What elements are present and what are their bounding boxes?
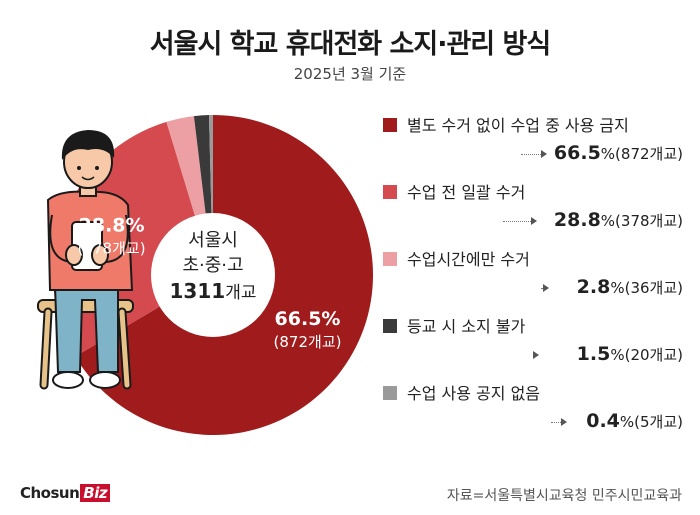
student-illustration (37, 130, 134, 390)
legend-leader-line (551, 422, 561, 423)
pie-label-value-1: 66.5% (275, 308, 341, 330)
legend-count: %(872개교) (600, 145, 683, 163)
legend-arrow-icon (561, 418, 567, 426)
legend-item-4: 등교 시 소지 불가 1.5%(20개교) (383, 313, 683, 373)
legend-label: 별도 수거 없이 수업 중 사용 금지 (407, 116, 629, 135)
legend-arrow-icon (541, 150, 547, 158)
legend-leader-line (503, 221, 531, 222)
legend-leader-line (541, 288, 543, 289)
legend-swatch (383, 185, 397, 199)
legend-value: 66.5%(872개교) (554, 142, 683, 164)
legend-value: 2.8%(36개교) (577, 276, 683, 298)
legend-swatch (383, 252, 397, 266)
chart-title: 서울시 학교 휴대전화 소지·관리 방식 (149, 29, 551, 60)
legend-arrow-icon (533, 351, 539, 359)
legend-percent: 0.4 (586, 410, 620, 432)
legend-label: 수업 사용 공지 없음 (407, 384, 541, 403)
legend-label: 수업시간에만 수거 (407, 250, 530, 269)
legend-label: 등교 시 소지 불가 (407, 317, 526, 336)
legend-leader-line (521, 154, 541, 155)
chosunbiz-logo: Chosun Biz (20, 484, 111, 502)
legend-count: %(5개교) (619, 413, 683, 431)
pie-label-count-1: (872개교) (274, 333, 342, 351)
legend-value: 1.5%(20개교) (577, 343, 683, 365)
legend-value: 28.8%(378개교) (554, 209, 683, 231)
center-label-line1: 서울시 (188, 230, 238, 251)
center-label-count: 1311개교 (170, 279, 257, 303)
legend-percent: 2.8 (576, 276, 611, 298)
pie-label-count-2: (378개교) (78, 240, 146, 258)
source-note: 자료=서울특별시교육청 민주시민교육과 (446, 488, 682, 504)
legend-item-3: 수업시간에만 수거 2.8%(36개교) (383, 246, 683, 306)
legend-percent: 66.5 (553, 142, 601, 164)
legend-arrow-icon (543, 284, 549, 292)
center-label-line2: 초·중·고 (182, 255, 243, 276)
legend-value: 0.4%(5개교) (586, 410, 683, 432)
chart-subtitle: 2025년 3월 기준 (293, 65, 407, 83)
legend-percent: 28.8 (553, 209, 601, 231)
legend-swatch (383, 386, 397, 400)
legend-count: %(20개교) (610, 346, 683, 364)
pie-center-hole (151, 213, 275, 337)
legend-item-1: 별도 수거 없이 수업 중 사용 금지 66.5%(872개교) (383, 112, 683, 172)
legend-count: %(378개교) (600, 212, 683, 230)
legend-percent: 1.5 (576, 343, 611, 365)
legend-item-2: 수업 전 일괄 수거 28.8%(378개교) (383, 179, 683, 239)
legend-label: 수업 전 일괄 수거 (407, 183, 526, 202)
legend-count: %(36개교) (610, 279, 683, 297)
legend-swatch (383, 319, 397, 333)
legend-arrow-icon (531, 217, 537, 225)
legend-item-5: 수업 사용 공지 없음 0.4%(5개교) (383, 380, 683, 440)
pie-label-value-2: 28.8% (79, 215, 145, 237)
legend-swatch (383, 118, 397, 132)
